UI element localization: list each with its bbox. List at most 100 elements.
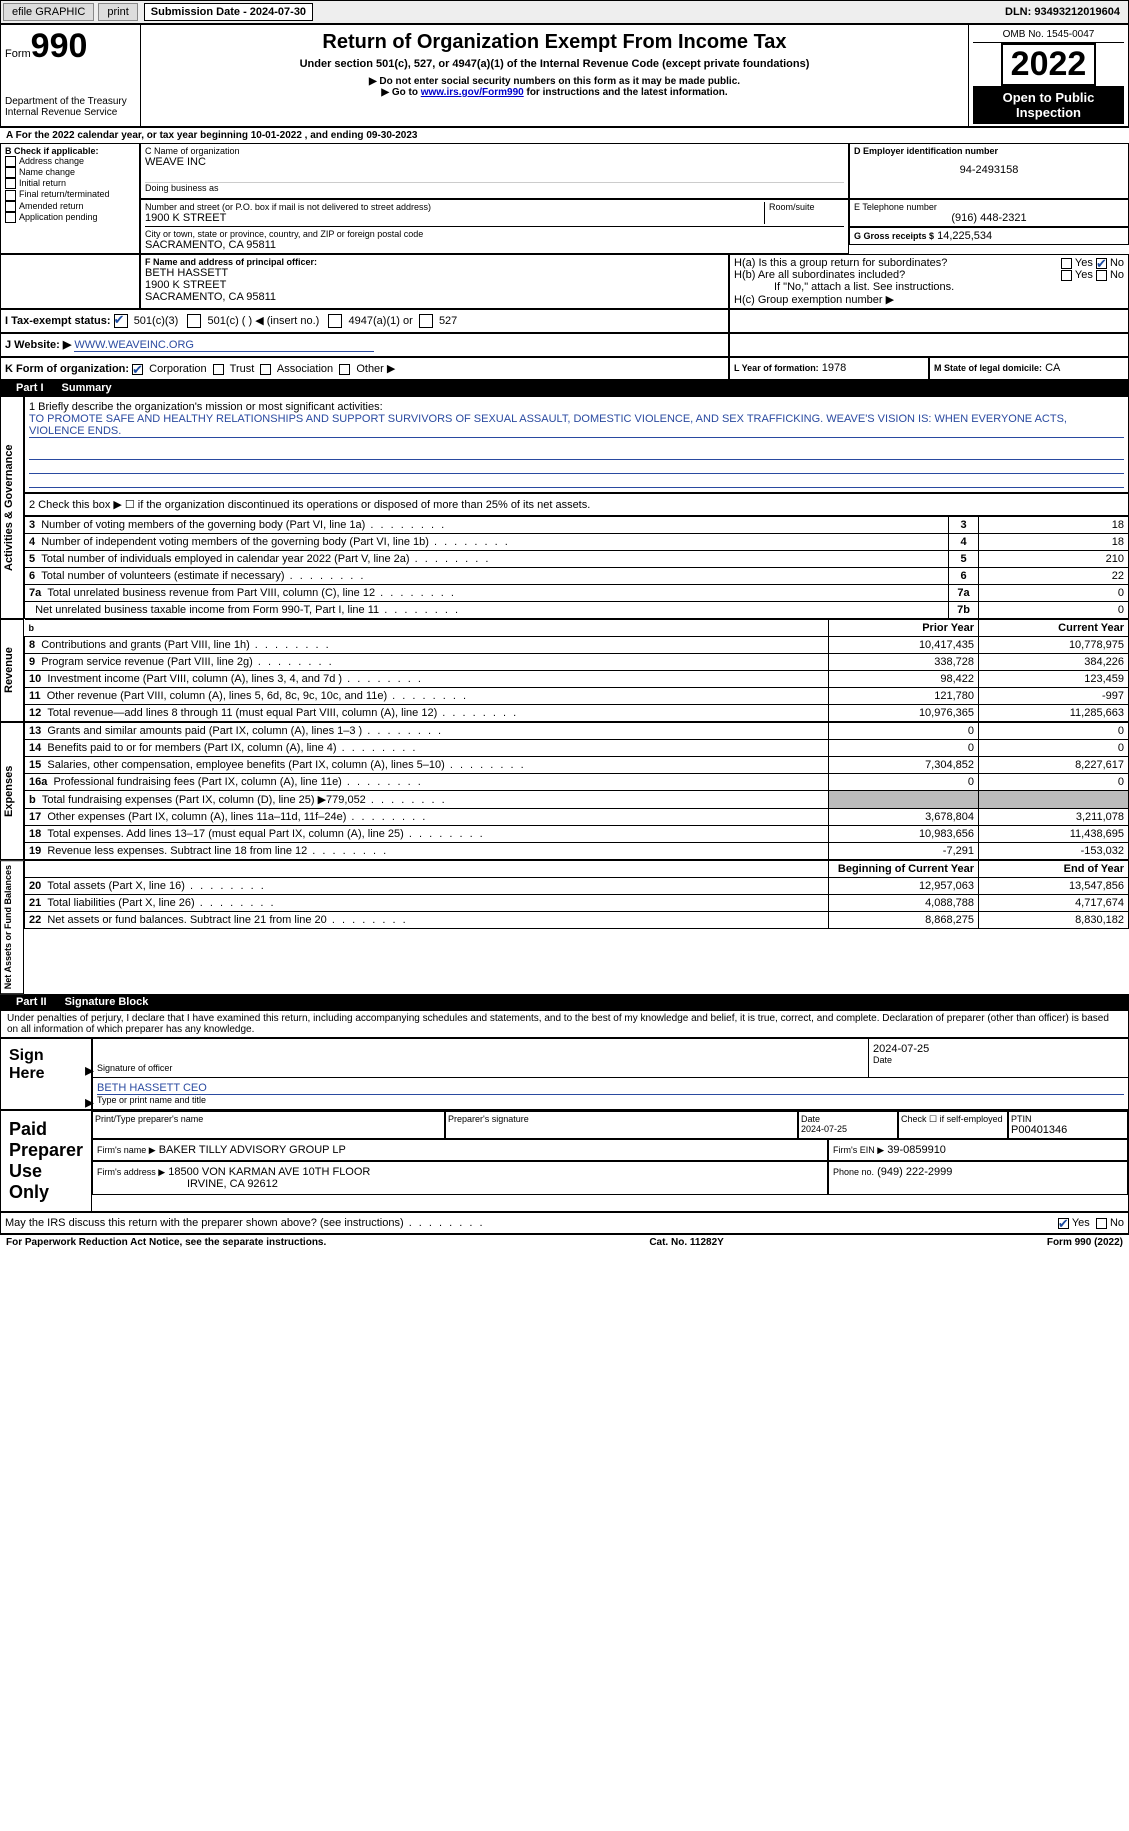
gross-value: 14,225,534 [937,230,992,242]
opt-assoc: Association [277,363,333,375]
room-label: Room/suite [764,202,844,224]
header-mid: Return of Organization Exempt From Incom… [141,25,969,127]
hc-label: H(c) Group exemption number ▶ [734,293,1124,306]
addr-label: Number and street (or P.O. box if mail i… [145,202,764,212]
box-d: D Employer identification number 94-2493… [849,143,1129,199]
phone-value: (916) 448-2321 [854,212,1124,224]
col-prior-year: Prior Year [829,620,979,637]
identity-block: B Check if applicable: Address changeNam… [0,143,1129,254]
yes-label2: Yes [1075,269,1093,281]
ha-no-checkbox[interactable] [1096,258,1107,269]
firm-name: BAKER TILLY ADVISORY GROUP LP [159,1144,346,1156]
box-f: F Name and address of principal officer:… [140,254,729,309]
vlabel-ag: Activities & Governance [0,396,24,619]
discuss-label: May the IRS discuss this return with the… [5,1217,1058,1229]
form-number: 990 [31,27,88,65]
sig-officer-label: Signature of officer [97,1063,864,1073]
form-header: Form990 Department of the Treasury Inter… [0,24,1129,127]
netassets-row: 21 Total liabilities (Part X, line 26)4,… [25,895,1129,912]
col-eoy: End of Year [979,861,1129,878]
rev-rows: b Prior Year Current Year 8 Contribution… [24,619,1129,722]
footer: For Paperwork Reduction Act Notice, see … [0,1234,1129,1250]
form-subtitle-2: ▶ Do not enter social security numbers o… [145,76,964,87]
501c3-checkbox[interactable] [114,314,128,328]
box-b-option[interactable]: Address change [5,156,135,167]
hb-no-checkbox[interactable] [1096,270,1107,281]
527-checkbox[interactable] [419,314,433,328]
irs-link[interactable]: www.irs.gov/Form990 [421,87,524,98]
ptin-value: P00401346 [1011,1124,1125,1136]
exp-rows: 13 Grants and similar amounts paid (Part… [24,722,1129,860]
hb-yes-checkbox[interactable] [1061,270,1072,281]
officer-addr: 1900 K STREET [145,279,724,291]
ein-label: D Employer identification number [854,146,1124,156]
box-c-label: C Name of organization [145,146,844,156]
box-b-option[interactable]: Initial return [5,178,135,189]
goto-pre: ▶ Go to [381,87,420,98]
box-b-option[interactable]: Amended return [5,201,135,212]
part2-title: Signature Block [65,996,149,1008]
officer-name-title: BETH HASSETT CEO [97,1082,1124,1095]
netassets-row: 22 Net assets or fund balances. Subtract… [25,912,1129,929]
box-j-label: J Website: ▶ [5,339,71,351]
na-rows: Beginning of Current Year End of Year 20… [24,860,1129,929]
expense-row: 19 Revenue less expenses. Subtract line … [25,843,1129,860]
sig-date-label: Date [873,1055,1124,1065]
vlabel-na: Net Assets or Fund Balances [0,860,24,994]
assoc-checkbox[interactable] [260,364,271,375]
footer-center: Cat. No. 11282Y [649,1237,723,1248]
501c-checkbox[interactable] [187,314,201,328]
expense-row: 13 Grants and similar amounts paid (Part… [25,723,1129,740]
part1-title: Summary [62,382,112,394]
revenue-row: 11 Other revenue (Part VIII, column (A),… [25,688,1129,705]
firm-addr-label: Firm's address ▶ [97,1167,165,1177]
box-l: L Year of formation: 1978 [729,357,929,380]
mission-text: TO PROMOTE SAFE AND HEALTHY RELATIONSHIP… [29,413,1124,438]
corp-checkbox[interactable] [132,364,143,375]
ha-yes-checkbox[interactable] [1061,258,1072,269]
trust-checkbox[interactable] [213,364,224,375]
line-a: A For the 2022 calendar year, or tax yea… [0,127,1129,143]
box-b-option[interactable]: Name change [5,167,135,178]
summary-row: 6 Total number of volunteers (estimate i… [25,568,1129,585]
dept-treasury: Department of the Treasury [5,96,136,107]
prep-date: 2024-07-25 [801,1124,895,1134]
box-b-option[interactable]: Application pending [5,212,135,223]
firm-name-label: Firm's name ▶ [97,1145,156,1155]
expense-row: b Total fundraising expenses (Part IX, c… [25,791,1129,809]
revenue-row: 10 Investment income (Part VIII, column … [25,671,1129,688]
discuss-yes-checkbox[interactable] [1058,1218,1069,1229]
col-boy: Beginning of Current Year [829,861,979,878]
part2-header: Part II Signature Block [0,994,1129,1010]
efile-button[interactable]: efile GRAPHIC [3,3,94,21]
box-h: H(a) Is this a group return for subordin… [729,254,1129,309]
summary-row: 7a Total unrelated business revenue from… [25,585,1129,602]
box-b-option[interactable]: Final return/terminated [5,189,135,200]
prep-name-label: Print/Type preparer's name [92,1111,445,1139]
no-label: No [1110,257,1124,269]
expense-row: 18 Total expenses. Add lines 13–17 (must… [25,826,1129,843]
opt-527: 527 [439,315,457,327]
box-c: C Name of organization WEAVE INC Doing b… [140,143,849,199]
print-button[interactable]: print [98,3,137,21]
other-checkbox[interactable] [339,364,350,375]
4947-checkbox[interactable] [328,314,342,328]
expense-row: 17 Other expenses (Part IX, column (A), … [25,809,1129,826]
hb-label: H(b) Are all subordinates included? [734,269,1061,281]
addr-value: 1900 K STREET [145,212,764,224]
addr-block: Number and street (or P.O. box if mail i… [140,199,849,254]
line1-label: 1 Briefly describe the organization's mi… [29,401,1124,413]
ein-value: 94-2493158 [854,164,1124,176]
revenue-row: 12 Total revenue—add lines 8 through 11 … [25,705,1129,722]
sign-here-label: Sign Here [1,1039,91,1109]
discuss-no-checkbox[interactable] [1096,1218,1107,1229]
line1: 1 Briefly describe the organization's mi… [24,396,1129,493]
vlabel-rev: Revenue [0,619,24,722]
box-k: K Form of organization: Corporation Trus… [0,357,729,380]
irs-label: Internal Revenue Service [5,107,136,118]
name-title-label: Type or print name and title [97,1095,1124,1105]
line2: 2 Check this box ▶ ☐ if the organization… [24,493,1129,516]
firm-addr: 18500 VON KARMAN AVE 10TH FLOOR [168,1166,370,1178]
sig-date: 2024-07-25 [873,1043,1124,1055]
part2-tag: Part II [8,996,55,1008]
